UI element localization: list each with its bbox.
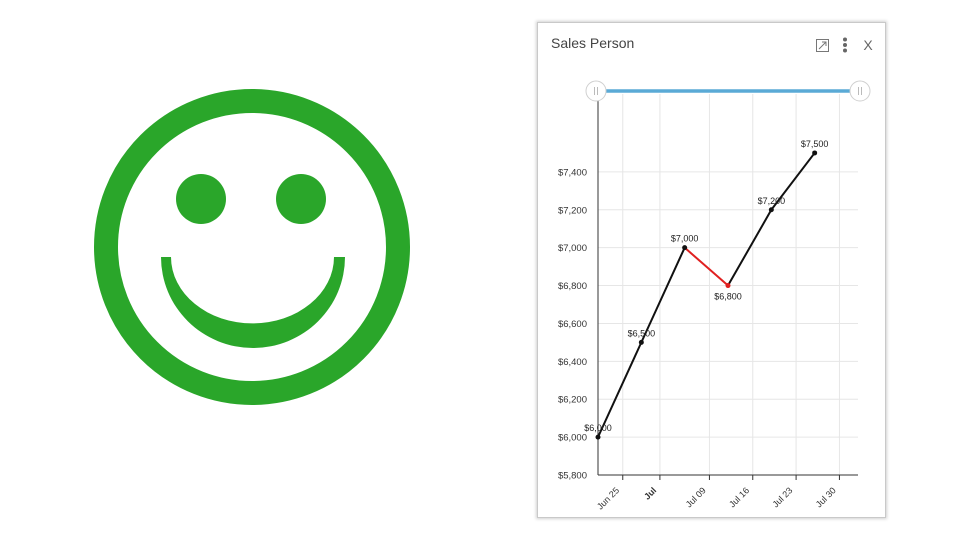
data-point xyxy=(725,283,731,289)
data-label: $6,000 xyxy=(584,423,612,433)
y-tick-label: $6,400 xyxy=(558,357,587,368)
header-toolbar: X xyxy=(815,37,875,53)
data-point xyxy=(768,207,774,213)
y-tick-label: $5,800 xyxy=(558,471,587,482)
series-segment xyxy=(683,246,729,287)
x-tick-label: Jul xyxy=(642,485,658,501)
smiley-left-eye xyxy=(176,174,226,224)
range-handle-right[interactable] xyxy=(849,80,871,102)
x-tick-label: Jul 30 xyxy=(814,485,838,509)
close-icon[interactable]: X xyxy=(861,37,875,53)
series-segment xyxy=(597,341,643,439)
chart-area: $5,800 $6,000 $6,200 $6,400 $6,600 $6,800 $7,0… xyxy=(538,23,887,519)
smiley-outline xyxy=(94,89,410,405)
x-tick-label: Jul 16 xyxy=(727,485,751,509)
sales-line-chart: $5,800 $6,000 $6,200 $6,400 $6,600 $6,800 $7,0… xyxy=(558,80,871,512)
series-segment xyxy=(640,246,686,344)
expand-icon[interactable] xyxy=(815,37,829,53)
data-point xyxy=(682,245,688,251)
smiley-right-eye xyxy=(276,174,326,224)
data-label: $7,000 xyxy=(671,234,699,244)
sales-person-widget: $5,800 $6,000 $6,200 $6,400 $6,600 $6,800 $7,0… xyxy=(537,22,886,518)
more-vertical-icon[interactable] xyxy=(838,37,852,53)
range-handle-left[interactable] xyxy=(585,80,607,102)
data-label: $7,200 xyxy=(758,196,786,206)
y-tick-label: $6,000 xyxy=(558,433,587,444)
data-label: $7,500 xyxy=(801,139,829,149)
y-tick-label: $7,400 xyxy=(558,167,587,178)
data-point xyxy=(595,434,601,440)
smiley-mouth xyxy=(161,257,345,348)
x-tick-label: Jul 09 xyxy=(684,485,708,509)
y-tick-label: $7,000 xyxy=(558,243,587,254)
widget-header: Sales Person X xyxy=(538,23,885,67)
series-segment xyxy=(770,151,816,211)
smiley-face-icon xyxy=(94,89,410,405)
widget-title: Sales Person xyxy=(551,35,635,51)
data-label: $6,800 xyxy=(714,292,742,302)
y-tick-label: $7,200 xyxy=(558,205,587,216)
data-label: $6,500 xyxy=(628,328,656,338)
data-point xyxy=(812,150,818,156)
close-glyph: X xyxy=(863,37,873,53)
x-tick-label: Jun 25 xyxy=(595,485,621,511)
data-point xyxy=(638,339,644,345)
series-segment xyxy=(727,208,773,287)
y-tick-label: $6,800 xyxy=(558,281,587,292)
x-tick-label: Jul 23 xyxy=(770,485,794,509)
y-tick-label: $6,600 xyxy=(558,319,587,330)
y-tick-label: $6,200 xyxy=(558,395,587,406)
